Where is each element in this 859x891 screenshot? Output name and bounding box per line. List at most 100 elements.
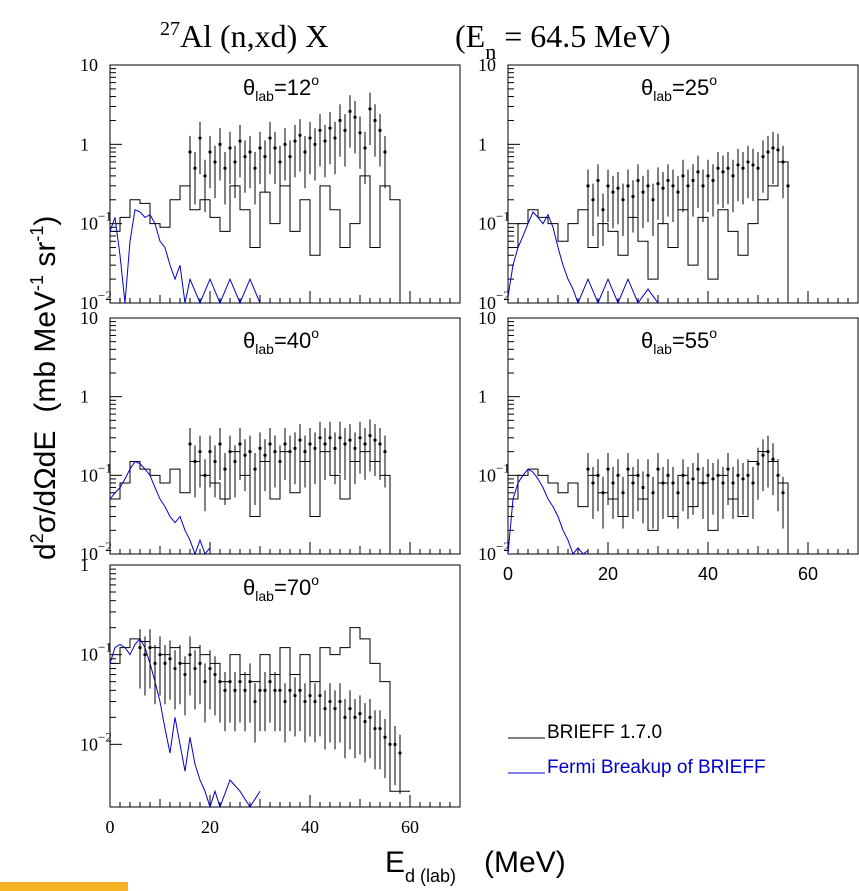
data-point bbox=[223, 688, 227, 692]
data-point bbox=[193, 666, 197, 671]
data-point bbox=[353, 115, 357, 119]
data-point bbox=[248, 150, 252, 154]
data-point bbox=[666, 473, 670, 477]
data-point bbox=[661, 186, 665, 190]
data-point bbox=[781, 491, 785, 495]
data-point bbox=[308, 136, 312, 140]
y-tick-label: 10 bbox=[80, 55, 98, 75]
panel-3: 10−2 10−1 1 10 0 20 40 60 θlab=55o bbox=[478, 308, 859, 584]
panel-angle-label: θlab=70o bbox=[243, 572, 319, 604]
series-fermi bbox=[507, 211, 659, 305]
data-point bbox=[268, 136, 272, 140]
data-point bbox=[238, 680, 242, 684]
x-tick-label: 40 bbox=[301, 817, 319, 837]
data-point bbox=[258, 446, 262, 450]
data-point bbox=[671, 184, 675, 188]
data-point bbox=[233, 688, 237, 692]
data-point bbox=[358, 712, 362, 716]
data-point bbox=[741, 477, 745, 481]
data-point bbox=[631, 481, 635, 485]
data-point bbox=[373, 438, 377, 442]
data-point bbox=[626, 467, 630, 471]
data-point bbox=[706, 473, 710, 477]
data-point bbox=[333, 707, 337, 711]
data-point bbox=[721, 481, 725, 485]
data-point bbox=[303, 450, 307, 454]
data-point bbox=[378, 442, 382, 446]
series-fermi bbox=[109, 208, 261, 305]
y-tick-label: 1 bbox=[80, 387, 89, 407]
data-point bbox=[208, 666, 212, 671]
data-point bbox=[288, 450, 292, 454]
panel-0: 10−2 10−1 1 10 θlab=12o bbox=[80, 55, 461, 313]
series-brieff bbox=[508, 451, 808, 555]
decorative-strip bbox=[0, 882, 128, 891]
data-point bbox=[348, 707, 352, 711]
data-point bbox=[681, 473, 685, 477]
data-point bbox=[596, 473, 600, 477]
data-point bbox=[606, 184, 610, 188]
data-point bbox=[258, 146, 262, 150]
data-point bbox=[776, 148, 780, 152]
panel-frame bbox=[507, 64, 859, 304]
data-point bbox=[178, 661, 182, 665]
data-point bbox=[283, 442, 287, 446]
data-point bbox=[586, 467, 590, 471]
data-point bbox=[656, 181, 660, 186]
data-point bbox=[731, 174, 735, 178]
data-point bbox=[721, 170, 725, 174]
x-tick-label: 40 bbox=[698, 564, 718, 584]
data-point bbox=[333, 136, 337, 140]
data-point bbox=[273, 688, 277, 692]
panel-2: 10−2 10−1 1 10 θlab=40o bbox=[80, 308, 461, 564]
data-point bbox=[621, 491, 625, 495]
data-point bbox=[766, 450, 770, 454]
title-energy-rest: = 64.5 MeV) bbox=[496, 18, 670, 54]
data-point bbox=[273, 450, 277, 454]
xlabel-sub: d (lab) bbox=[405, 866, 456, 886]
data-point bbox=[388, 742, 392, 746]
panel-angle-label: θlab=40o bbox=[243, 325, 319, 357]
data-point bbox=[761, 453, 765, 457]
data-point bbox=[383, 735, 387, 739]
data-point bbox=[328, 126, 332, 130]
title-reaction: Al (n,xd) X bbox=[180, 18, 328, 54]
data-point bbox=[298, 133, 302, 137]
title-energy-open: (E bbox=[455, 18, 485, 54]
y-tick-label: 10−1 bbox=[80, 460, 112, 485]
legend: BRIEFF 1.7.0 Fermi Breakup of BRIEFF bbox=[508, 722, 766, 778]
data-point bbox=[676, 491, 680, 495]
x-tick-label: 60 bbox=[798, 564, 818, 584]
y-tick-label: 1 bbox=[80, 555, 89, 575]
data-point bbox=[243, 155, 247, 159]
data-point bbox=[363, 442, 367, 446]
data-point bbox=[203, 473, 207, 477]
data-point bbox=[168, 657, 172, 661]
data-point bbox=[621, 198, 625, 202]
y-tick-label: 10−1 bbox=[80, 640, 112, 665]
data-point bbox=[383, 150, 387, 154]
data-point bbox=[368, 107, 372, 111]
data-point bbox=[591, 198, 595, 202]
data-point bbox=[706, 174, 710, 178]
data-point bbox=[746, 473, 750, 477]
ylabel-unit: (mb MeV bbox=[29, 291, 62, 413]
data-point bbox=[716, 166, 720, 170]
panel-1: 10−2 10−1 1 10 θlab=25o bbox=[478, 55, 859, 313]
data-point bbox=[328, 699, 332, 704]
data-point bbox=[378, 128, 382, 132]
data-point bbox=[198, 136, 202, 140]
data-point bbox=[263, 688, 267, 692]
y-tick-label: 10 bbox=[80, 308, 98, 328]
y-tick-label: 10 bbox=[478, 55, 496, 75]
data-point bbox=[188, 653, 192, 657]
data-point bbox=[691, 477, 695, 481]
x-tick-label: 20 bbox=[201, 817, 219, 837]
data-point bbox=[358, 131, 362, 135]
data-point bbox=[771, 146, 775, 150]
data-point bbox=[323, 139, 327, 143]
data-point bbox=[208, 150, 212, 154]
data-point bbox=[243, 453, 247, 457]
data-point bbox=[338, 436, 342, 440]
data-point bbox=[188, 442, 192, 446]
